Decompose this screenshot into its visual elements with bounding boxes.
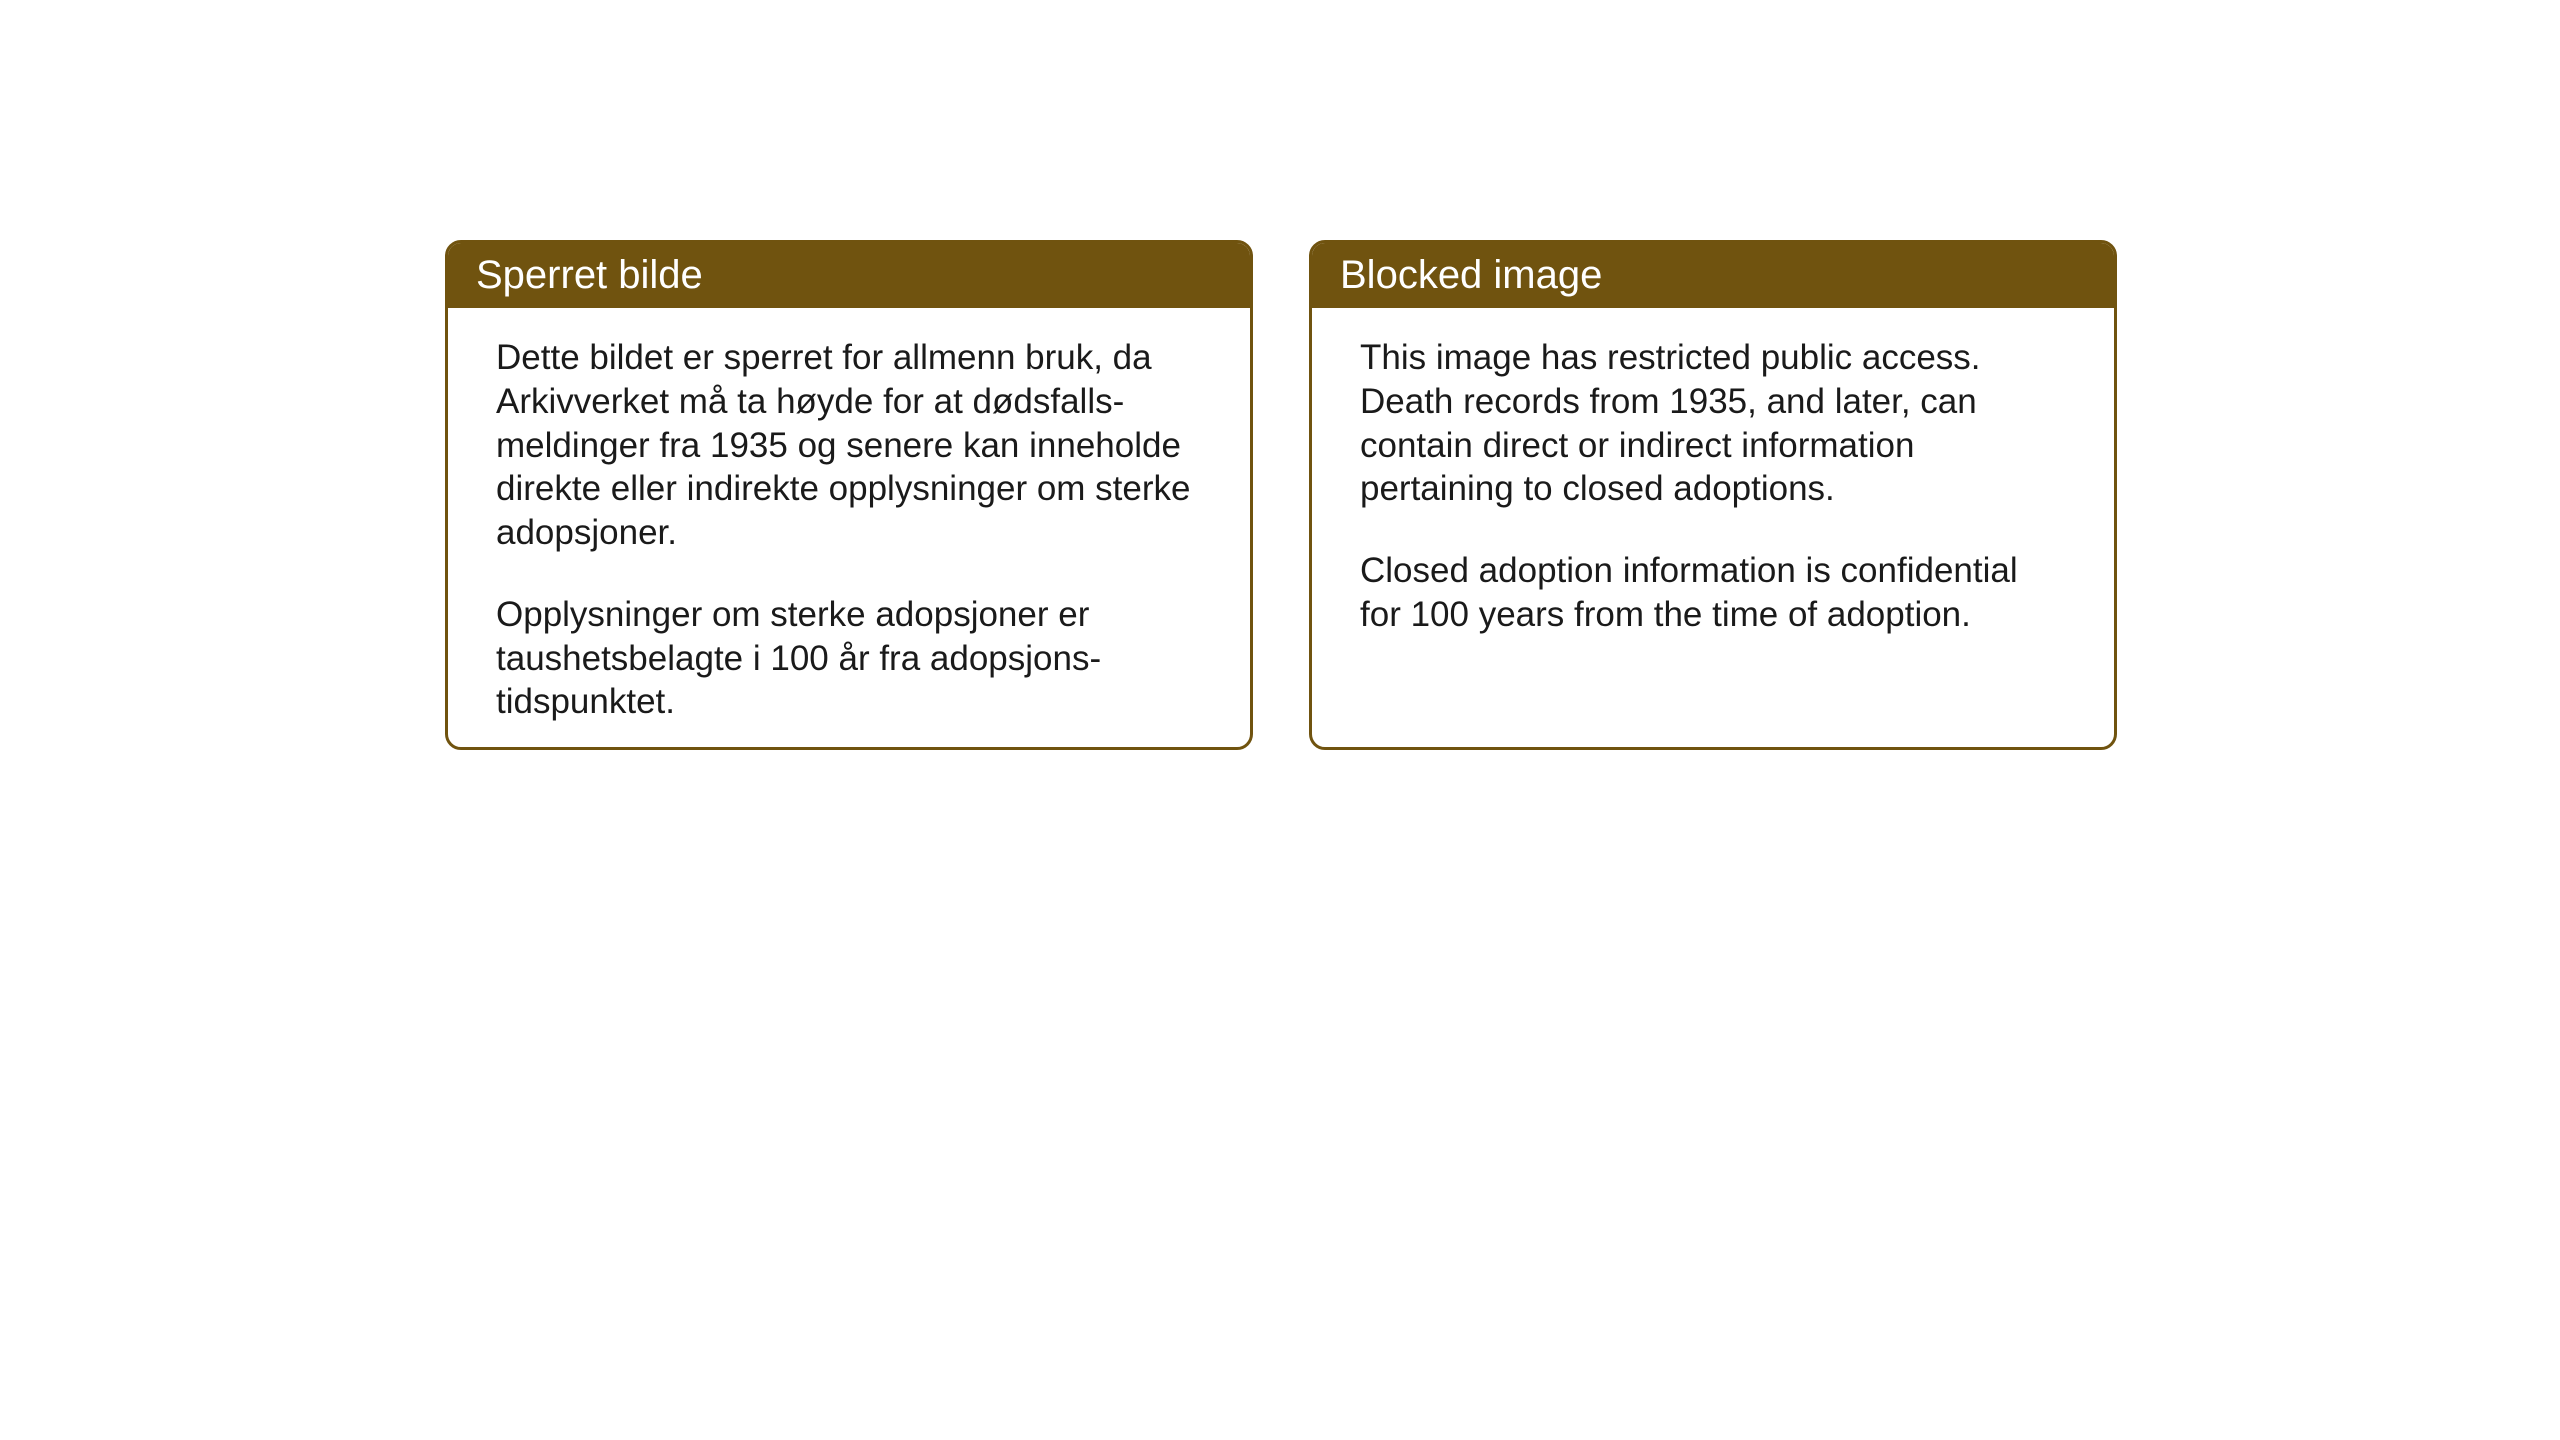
blocked-image-card-english: Blocked image This image has restricted … [1309,240,2117,750]
card-paragraph2-norwegian: Opplysninger om sterke adopsjoner er tau… [496,593,1202,724]
card-paragraph1-norwegian: Dette bildet er sperret for allmenn bruk… [496,336,1202,555]
card-paragraph2-english: Closed adoption information is confident… [1360,549,2066,637]
card-header-norwegian: Sperret bilde [448,243,1250,308]
card-title-norwegian: Sperret bilde [476,253,703,297]
blocked-image-card-norwegian: Sperret bilde Dette bildet er sperret fo… [445,240,1253,750]
card-header-english: Blocked image [1312,243,2114,308]
card-paragraph1-english: This image has restricted public access.… [1360,336,2066,511]
card-body-norwegian: Dette bildet er sperret for allmenn bruk… [448,308,1250,750]
cards-container: Sperret bilde Dette bildet er sperret fo… [445,240,2117,750]
card-title-english: Blocked image [1340,253,1602,297]
card-body-english: This image has restricted public access.… [1312,308,2114,677]
